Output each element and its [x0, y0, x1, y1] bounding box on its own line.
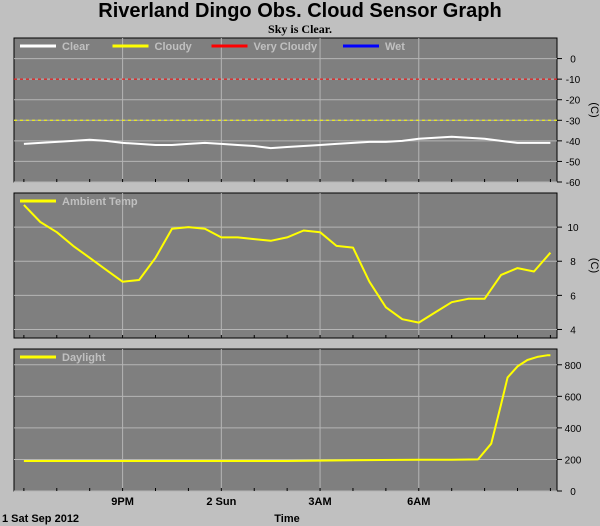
- page-title: Riverland Dingo Obs. Cloud Sensor Graph: [98, 0, 502, 22]
- unit-label: (C): [588, 258, 600, 273]
- legend-label: Very Cloudy: [254, 41, 318, 53]
- x-tick-label: 9PM: [111, 496, 134, 508]
- series-line: [23, 135, 551, 150]
- y-tick-label: -60: [566, 178, 581, 189]
- y-tick-label: 600: [565, 392, 582, 403]
- y-tick-label: 6: [570, 291, 576, 302]
- y-tick-label: 0: [570, 55, 576, 66]
- x-tick-label: 6AM: [407, 496, 430, 508]
- legend-label: Ambient Temp: [62, 196, 138, 208]
- legend-label: Clear: [62, 41, 90, 53]
- footer-date: 1 Sat Sep 2012: [2, 513, 79, 525]
- daylight-panel-bg: [13, 348, 558, 492]
- series-line: [23, 204, 552, 324]
- y-tick-label: 0: [570, 487, 576, 498]
- y-tick-label: 800: [565, 361, 582, 372]
- series-line: [23, 354, 551, 462]
- x-axis-label: Time: [274, 513, 299, 525]
- y-tick-label: -20: [566, 96, 581, 107]
- y-tick-label: 4: [570, 325, 576, 336]
- y-tick-label: 10: [567, 223, 579, 234]
- cloud-panel-bg: [13, 37, 558, 183]
- ambient-panel-bg: [13, 192, 558, 339]
- y-tick-label: 200: [565, 455, 582, 466]
- y-tick-label: 8: [570, 257, 576, 268]
- y-tick-label: -50: [566, 157, 581, 168]
- y-tick-label: -30: [566, 116, 581, 127]
- y-tick-label: -40: [566, 137, 581, 148]
- y-tick-label: 400: [565, 424, 582, 435]
- x-tick-label: 3AM: [308, 496, 331, 508]
- status-text: Sky is Clear.: [268, 22, 332, 36]
- unit-label: (C): [588, 102, 600, 117]
- legend-label: Cloudy: [155, 41, 193, 53]
- x-tick-label: 2 Sun: [206, 496, 236, 508]
- y-tick-label: -10: [566, 75, 581, 86]
- legend-label: Wet: [385, 41, 405, 53]
- legend-label: Daylight: [62, 352, 106, 364]
